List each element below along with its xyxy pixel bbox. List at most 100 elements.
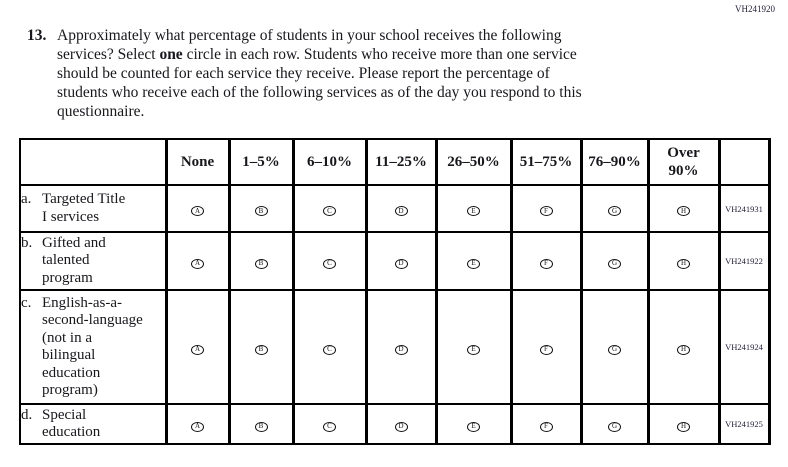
page-accession-code: VH241920 (735, 4, 775, 14)
row-label: b. Gifted and talented program (19, 231, 168, 291)
option-bubble-h[interactable]: H (677, 421, 690, 432)
option-cell: A (164, 403, 231, 445)
option-cell: G (579, 403, 650, 445)
option-bubble-e[interactable]: E (467, 206, 480, 216)
question-text-segment: Approximately what percentage of student… (57, 27, 562, 63)
option-cell: A (164, 231, 231, 291)
option-cell: B (227, 231, 295, 291)
row-code: VH241925 (717, 403, 771, 445)
header-row: None 1–5% 6–10% 11–25% 26–50% 51–75% 76–90% Ove… (19, 138, 771, 186)
option-cell: A (164, 184, 231, 233)
option-cell: D (364, 231, 438, 291)
option-bubble-h[interactable]: H (677, 258, 690, 269)
row-label: d. Special education (19, 403, 168, 445)
option-cell: F (509, 231, 583, 291)
row-label-wrap: a. Targeted Title I services (21, 191, 163, 226)
option-bubble-h[interactable]: H (677, 344, 690, 355)
option-cell: D (364, 289, 438, 405)
column-header-4: 11–25% (364, 138, 438, 186)
code-column-header (717, 138, 771, 186)
row-label-wrap: c. English-as-a- second-language (not in … (21, 294, 163, 400)
option-cell: F (509, 403, 583, 445)
row-item-text: Special education (42, 406, 101, 441)
table-row-b: b. Gifted and talented program A B C D E F G H VH2… (19, 231, 771, 291)
option-cell: H (646, 289, 721, 405)
table-row-a: a. Targeted Title I services A B C D E F G H VH241… (19, 184, 771, 233)
option-bubble-d[interactable]: D (394, 344, 408, 355)
option-bubble-e[interactable]: E (467, 344, 480, 355)
option-bubble-f[interactable]: F (539, 344, 553, 355)
table-body: a. Targeted Title I services A B C D E F G H VH241… (19, 184, 771, 445)
option-bubble-d[interactable]: D (394, 206, 408, 216)
row-item-text: Targeted Title I services (42, 191, 126, 225)
row-item-letter: a. (21, 191, 32, 207)
option-bubble-d[interactable]: D (394, 421, 408, 432)
option-cell: B (227, 289, 295, 405)
option-bubble-f[interactable]: F (539, 206, 553, 216)
row-label: a. Targeted Title I services (19, 184, 168, 233)
option-bubble-b[interactable]: B (254, 421, 268, 432)
row-item-letter: d. (21, 406, 33, 423)
column-header-2: 1–5% (227, 138, 295, 186)
row-label-wrap: d. Special education (21, 406, 163, 442)
option-cell: E (434, 403, 513, 445)
row-item-letter: c. (21, 294, 32, 311)
option-bubble-e[interactable]: E (467, 258, 480, 269)
option-bubble-a[interactable]: A (191, 344, 204, 355)
option-bubble-f[interactable]: F (539, 421, 553, 432)
option-cell: G (579, 289, 650, 405)
option-cell: A (164, 289, 231, 405)
option-cell: E (434, 231, 513, 291)
question-text: Approximately what percentage of student… (57, 26, 582, 121)
option-bubble-a[interactable]: A (191, 421, 204, 432)
option-bubble-g[interactable]: G (608, 421, 621, 432)
option-cell: C (291, 289, 368, 405)
option-cell: C (291, 184, 368, 233)
option-bubble-e[interactable]: E (467, 421, 480, 432)
option-cell: D (364, 403, 438, 445)
option-cell: H (646, 231, 721, 291)
option-bubble-g[interactable]: G (608, 258, 621, 269)
row-item-letter: b. (21, 234, 33, 251)
row-item-text: English-as-a- second-language (not in a … (42, 294, 143, 399)
question-text-segment: circle in each row. Students who receive… (57, 46, 582, 120)
option-bubble-c[interactable]: C (323, 206, 336, 216)
option-cell: D (364, 184, 438, 233)
option-bubble-a[interactable]: A (191, 206, 204, 216)
option-cell: H (646, 403, 721, 445)
column-header-6: 51–75% (509, 138, 583, 186)
row-label: c. English-as-a- second-language (not in … (19, 289, 168, 405)
option-cell: C (291, 231, 368, 291)
option-bubble-c[interactable]: C (323, 421, 336, 432)
option-cell: H (646, 184, 721, 233)
option-cell: E (434, 289, 513, 405)
option-bubble-b[interactable]: B (254, 258, 268, 269)
option-bubble-c[interactable]: C (323, 344, 336, 355)
row-label-wrap: b. Gifted and talented program (21, 234, 163, 288)
option-cell: E (434, 184, 513, 233)
question-block: 13. Approximately what percentage of stu… (27, 26, 739, 121)
option-bubble-h[interactable]: H (677, 206, 690, 216)
option-cell: F (509, 289, 583, 405)
questionnaire-page: VH241920 13. Approximately what percenta… (19, 4, 775, 445)
option-bubble-c[interactable]: C (323, 258, 336, 269)
question-text-bold-word: one (159, 46, 183, 63)
option-bubble-f[interactable]: F (539, 258, 553, 269)
option-bubble-b[interactable]: B (254, 344, 268, 355)
column-header-1: None (164, 138, 231, 186)
response-table: None 1–5% 6–10% 11–25% 26–50% 51–75% 76–90% Ove… (19, 138, 771, 445)
option-bubble-g[interactable]: G (608, 206, 621, 216)
option-bubble-g[interactable]: G (608, 344, 621, 355)
column-header-8: Over 90% (646, 138, 721, 186)
table-row-d: d. Special education A B C D E F G H VH241925 (19, 403, 771, 445)
row-item-text: Gifted and talented program (42, 234, 106, 286)
option-cell: B (227, 403, 295, 445)
option-cell: F (509, 184, 583, 233)
column-header-5: 26–50% (434, 138, 513, 186)
option-bubble-d[interactable]: D (394, 258, 408, 269)
column-header-3: 6–10% (291, 138, 368, 186)
option-bubble-a[interactable]: A (191, 258, 204, 269)
option-bubble-b[interactable]: B (254, 206, 268, 216)
option-cell: G (579, 184, 650, 233)
row-code: VH241931 (717, 184, 771, 233)
